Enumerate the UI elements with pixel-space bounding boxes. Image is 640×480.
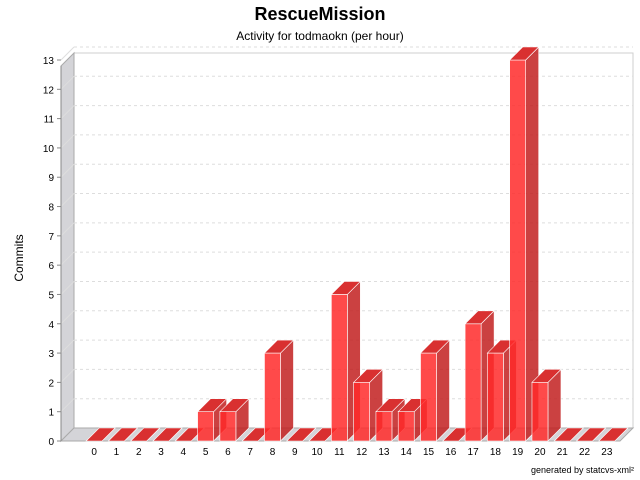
- y-tick-label: 2: [48, 378, 54, 389]
- gridline-side: [60, 222, 75, 237]
- bar-top: [375, 398, 406, 412]
- x-tick-label: 3: [158, 447, 164, 458]
- x-tick-label: 5: [203, 447, 209, 458]
- gridline-side: [60, 369, 75, 383]
- x-tick-label: 16: [445, 447, 457, 458]
- chart-title: RescueMission: [254, 4, 386, 24]
- bar-top: [575, 427, 607, 442]
- bar: [375, 411, 393, 442]
- gridline-side: [60, 339, 75, 354]
- gridline-side: [60, 281, 75, 295]
- bar: [264, 352, 281, 442]
- gridline-side: [60, 398, 75, 413]
- bar: [487, 352, 504, 442]
- y-tick-label: 13: [43, 56, 55, 67]
- bar-top: [85, 427, 116, 442]
- bar: [464, 323, 482, 442]
- x-tick-label: 11: [334, 447, 345, 458]
- bar-top: [419, 339, 451, 354]
- y-tick-label: 10: [43, 144, 55, 155]
- bar-top: [130, 427, 161, 442]
- bar: [420, 352, 437, 442]
- gridline-side: [60, 46, 75, 61]
- bar: [509, 59, 526, 442]
- y-tick-label: 12: [43, 85, 55, 96]
- gridline-side: [60, 251, 75, 266]
- bar-side: [436, 339, 450, 442]
- bar: [397, 411, 415, 442]
- bar-top: [531, 369, 562, 383]
- plot-left-wall: [60, 51, 75, 443]
- bar-top: [352, 369, 384, 383]
- x-tick-label: 7: [247, 447, 253, 458]
- x-tick-label: 18: [490, 447, 502, 458]
- bar-top: [219, 398, 250, 412]
- bar-top: [152, 427, 183, 442]
- bar-top: [553, 427, 584, 442]
- bar-top: [464, 310, 495, 325]
- bar: [353, 382, 370, 442]
- x-tick-label: 1: [114, 447, 120, 458]
- y-tick-label: 3: [48, 349, 54, 360]
- x-tick-label: 4: [181, 447, 187, 458]
- x-tick-label: 8: [270, 447, 276, 458]
- bar-top: [107, 427, 139, 442]
- y-tick-label: 6: [48, 261, 54, 272]
- y-tick-label: 9: [48, 173, 54, 184]
- x-tick-label: 21: [557, 447, 569, 458]
- x-tick-label: 22: [579, 447, 591, 458]
- x-tick-label: 15: [423, 447, 435, 458]
- bar-side: [280, 339, 294, 442]
- y-tick-label: 4: [48, 320, 54, 331]
- y-tick-label: 7: [48, 232, 54, 243]
- gridline-side: [60, 163, 75, 178]
- x-tick-label: 10: [312, 447, 324, 458]
- y-tick-label: 8: [48, 203, 54, 214]
- bar-top: [598, 427, 629, 442]
- x-tick-label: 19: [512, 447, 524, 458]
- x-tick-label: 20: [534, 447, 546, 458]
- bar: [197, 411, 214, 442]
- gridline-side: [60, 193, 75, 207]
- generator-credit: generated by statcvs-xml²: [530, 465, 634, 475]
- gridline-side: [60, 75, 75, 90]
- y-tick-label: 0: [48, 437, 54, 448]
- y-tick-label: 11: [44, 115, 55, 126]
- bar: [331, 294, 348, 442]
- chart-subtitle: Activity for todmaokn (per hour): [236, 29, 404, 43]
- bar: [219, 411, 237, 442]
- x-tick-label: 12: [356, 447, 368, 458]
- x-tick-label: 13: [378, 447, 390, 458]
- gridline-side: [60, 310, 75, 325]
- bar-top: [196, 398, 228, 412]
- bar: [531, 382, 549, 442]
- x-tick-label: 9: [292, 447, 298, 458]
- y-tick-label: 1: [48, 408, 54, 419]
- x-tick-label: 2: [136, 447, 142, 458]
- x-tick-label: 17: [468, 447, 480, 458]
- x-tick-label: 23: [601, 447, 613, 458]
- y-tick-label: 5: [48, 290, 54, 301]
- gridline-side: [60, 105, 75, 119]
- x-tick-label: 6: [225, 447, 231, 458]
- x-tick-label: 0: [91, 447, 97, 458]
- bar-top: [330, 281, 362, 295]
- gridline-side: [60, 134, 75, 149]
- bar-top: [286, 427, 317, 442]
- bar-top: [508, 46, 540, 61]
- bar-top: [263, 339, 295, 354]
- x-tick-label: 14: [401, 447, 413, 458]
